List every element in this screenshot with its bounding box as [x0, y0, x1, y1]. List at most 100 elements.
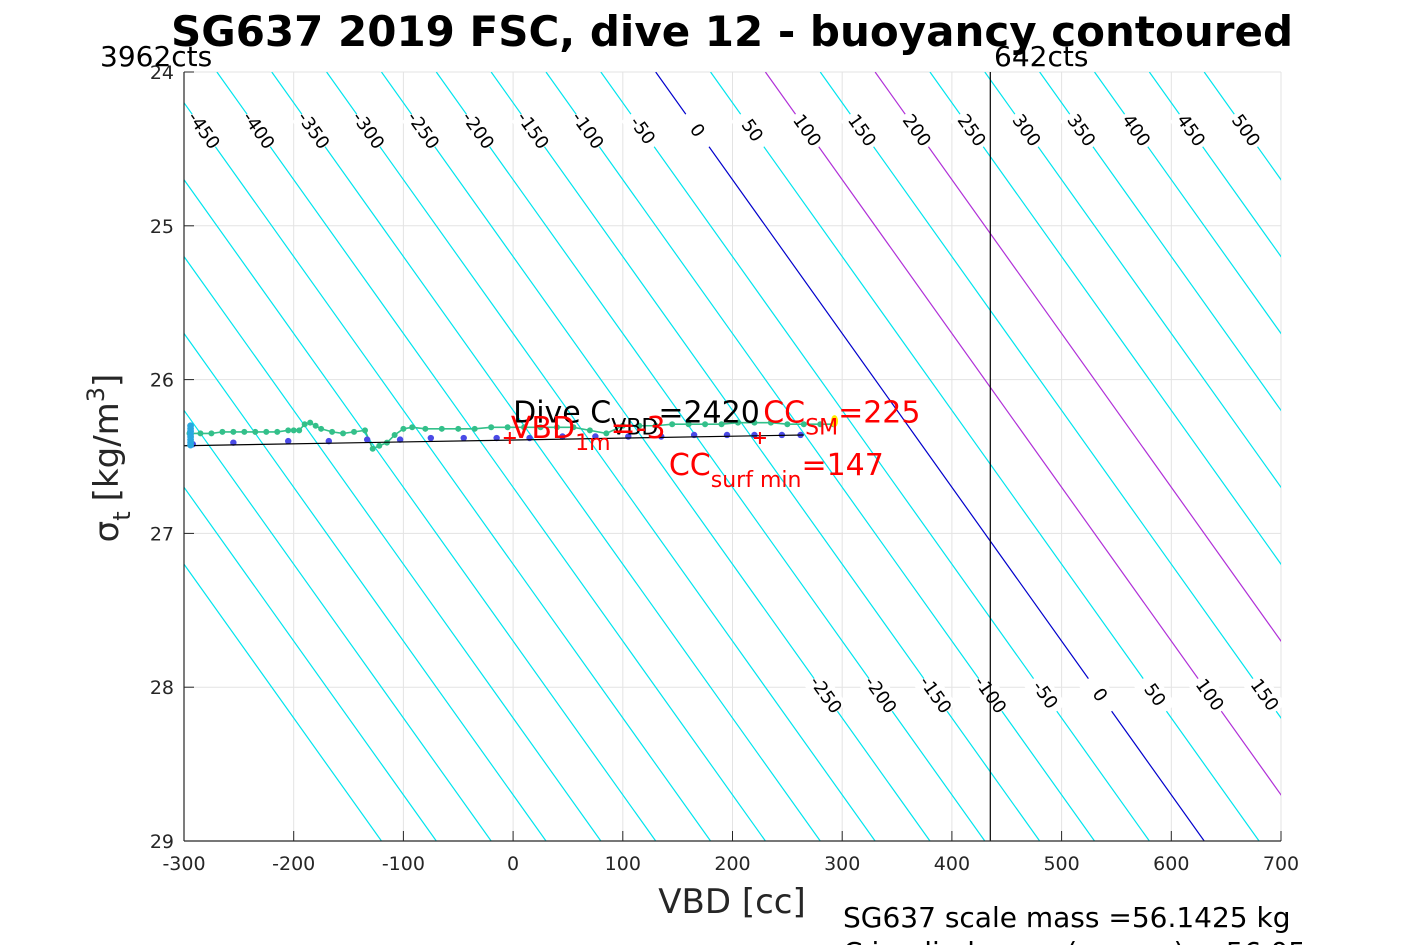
contour-label-bg	[840, 107, 884, 154]
y-tick-label: 26	[150, 370, 174, 392]
green-point	[391, 431, 398, 438]
red-plus-marker	[753, 432, 766, 445]
green-point	[800, 421, 807, 428]
contour-label-bg	[1059, 107, 1103, 154]
green-point	[241, 428, 248, 435]
green-point	[455, 425, 462, 432]
contour-label-bg	[621, 107, 664, 154]
contour-label-bg	[676, 107, 719, 154]
contour-label-bg	[1005, 107, 1048, 154]
surface-cluster-point	[187, 441, 194, 449]
x-tick-label: 100	[605, 853, 641, 875]
contour-label-bg	[1078, 671, 1122, 719]
annotation-dive_c: Dive CVBD=2420	[513, 396, 760, 441]
contour-label-bg	[401, 107, 445, 154]
footer-line-1: SG637 scale mass =56.1425 kg	[843, 901, 1291, 934]
grid	[183, 71, 1282, 842]
contour-line	[984, 72, 1281, 489]
green-point	[619, 422, 626, 429]
green-point	[570, 424, 577, 431]
green-point	[219, 428, 226, 435]
green-point	[471, 425, 478, 432]
green-point	[340, 430, 347, 437]
annotation-cc_surf: CCsurf min=147	[669, 448, 884, 493]
green-trace-line	[189, 421, 834, 450]
x-tick-label: 700	[1263, 853, 1299, 875]
contour-line	[655, 72, 1205, 841]
blue-point	[723, 431, 731, 439]
contour-label-bg	[785, 107, 829, 154]
green-point	[669, 421, 676, 428]
y-tick-label: 29	[150, 831, 174, 853]
green-point	[603, 430, 610, 437]
blue-point	[493, 434, 500, 442]
green-point	[817, 421, 824, 428]
contour-line	[326, 72, 876, 841]
contour-label-bg	[804, 671, 848, 719]
green-point	[586, 427, 593, 434]
footer-line-2: C implied mass (approx) = 56.05	[843, 936, 1306, 945]
contour-line	[184, 255, 602, 841]
green-point	[553, 424, 560, 431]
contour-line	[819, 72, 1281, 719]
contour-label-bg	[456, 107, 500, 154]
chart-title: SG637 2019 FSC, dive 12 - buoyancy conto…	[171, 7, 1293, 56]
x-tick-label: 600	[1153, 853, 1189, 875]
annotation-value: =225	[838, 396, 920, 431]
green-point	[230, 428, 237, 435]
contour-line	[380, 72, 931, 841]
green-point	[734, 419, 741, 426]
contour-line	[600, 72, 1150, 841]
blue-point	[559, 433, 566, 440]
contour-label-bg	[1114, 107, 1158, 154]
contour-label-bg	[1243, 671, 1286, 719]
green-point	[702, 421, 709, 428]
contour-label-bg	[895, 107, 939, 154]
contour-label-bg	[950, 107, 994, 154]
green-point	[318, 425, 325, 432]
x-tick-label: -300	[162, 853, 205, 875]
green-point	[438, 425, 445, 432]
green-point	[400, 425, 407, 432]
annotation-value: =2420	[658, 396, 759, 431]
blue-point	[460, 434, 467, 442]
y-tick-label: 28	[150, 677, 174, 699]
green-point	[718, 421, 725, 428]
contour-label-bg	[1224, 107, 1268, 154]
contour-label-bg	[730, 107, 774, 154]
contour-label-bg	[346, 107, 390, 154]
contour-label-bg	[292, 107, 335, 154]
green-point	[208, 430, 215, 437]
contour-line	[545, 72, 1095, 841]
green-point	[290, 427, 297, 434]
contour-label-bg	[237, 107, 280, 154]
green-point	[504, 424, 511, 431]
green-point	[521, 424, 528, 431]
green-point	[488, 424, 495, 431]
green-point	[263, 428, 270, 435]
y-axis-label-superscript: 3	[82, 387, 110, 402]
green-point	[751, 419, 758, 426]
blue-point	[363, 436, 371, 443]
contour-line	[1148, 72, 1281, 258]
green-point	[369, 445, 376, 452]
blue-point	[657, 433, 665, 440]
contour-line	[184, 101, 712, 841]
contour-label-bg	[859, 671, 902, 719]
blue-point	[427, 434, 435, 442]
annotation-vbd_1m: VBD1m=-3	[511, 411, 666, 456]
x-tick-label: 500	[1043, 853, 1079, 875]
contour-line	[184, 486, 437, 841]
annotation-main: VBD	[511, 411, 575, 446]
green-point	[296, 427, 303, 434]
red-plus-marker	[503, 432, 516, 445]
contour-line	[184, 332, 547, 841]
blue-point	[396, 436, 404, 443]
y-axis-label-subscript: t	[108, 511, 136, 520]
contour-label-bg	[1169, 107, 1213, 154]
y-axis-label-unit: [kg/m	[87, 402, 127, 501]
contour-line	[764, 72, 1281, 796]
contour-line	[929, 72, 1281, 566]
contour-line	[271, 72, 821, 841]
